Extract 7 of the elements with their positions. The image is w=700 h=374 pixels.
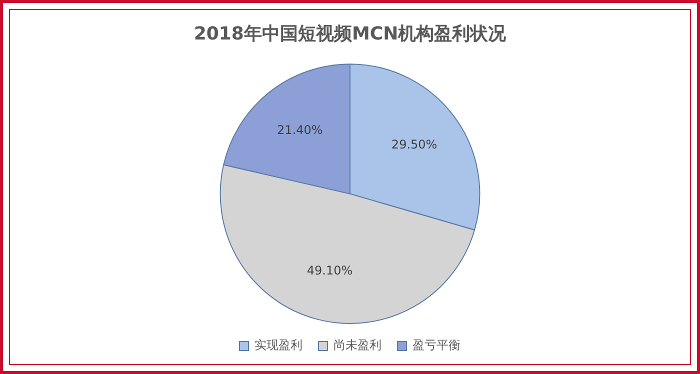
data-label: 21.40% <box>277 123 323 138</box>
data-label: 49.10% <box>306 264 353 278</box>
data-label: 29.50% <box>391 138 438 152</box>
legend-label: 尚未盈利 <box>334 338 382 352</box>
legend-label: 盈亏平衡 <box>412 338 460 352</box>
chart-title: 2018年中国短视频MCN机构盈利状况 <box>194 23 508 44</box>
legend-label: 实现盈利 <box>254 338 302 352</box>
